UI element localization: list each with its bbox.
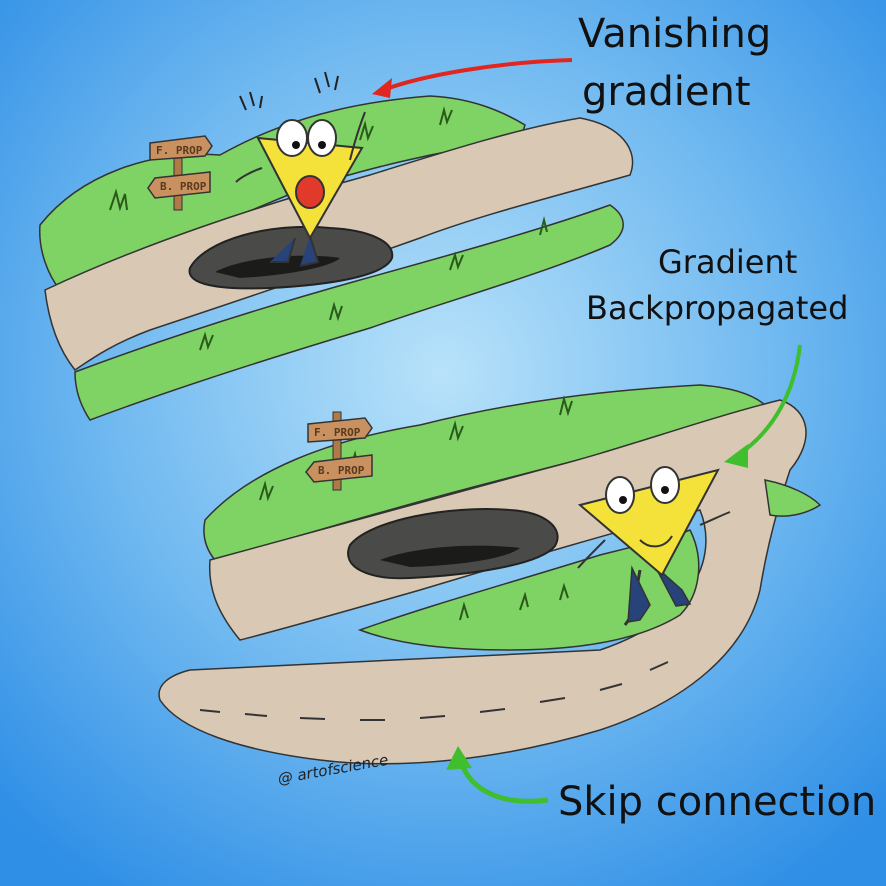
green-arrow-skip: [446, 746, 549, 804]
gradient-backprop-label-line2: Backpropagated: [586, 289, 849, 327]
bottom-sign-fprop: F. PROP: [314, 426, 361, 439]
top-path-scene: F. PROP B. PROP: [39, 71, 634, 421]
bottom-character-running: [577, 466, 731, 626]
top-character-falling: [235, 71, 366, 267]
top-grass-front: [74, 204, 624, 421]
top-sign-bprop: B. PROP: [160, 180, 207, 193]
red-arrow: [372, 58, 573, 98]
vanishing-gradient-label-line2: gradient: [582, 69, 751, 115]
bottom-path-scene: F. PROP B. PROP: [158, 384, 822, 765]
bottom-sign-bprop: B. PROP: [318, 464, 365, 477]
green-arrow-backprop: [724, 344, 802, 468]
gradient-backprop-label-line1: Gradient: [658, 243, 798, 281]
top-signpost: F. PROP B. PROP: [147, 135, 213, 211]
bottom-signpost: F. PROP B. PROP: [305, 411, 373, 491]
skip-connection-label: Skip connection: [558, 779, 877, 825]
bottom-right-grass: [764, 479, 822, 517]
top-sign-fprop: F. PROP: [156, 144, 203, 157]
bottom-inner-grass: [357, 529, 700, 651]
vanishing-gradient-label-line1: Vanishing: [578, 11, 772, 57]
